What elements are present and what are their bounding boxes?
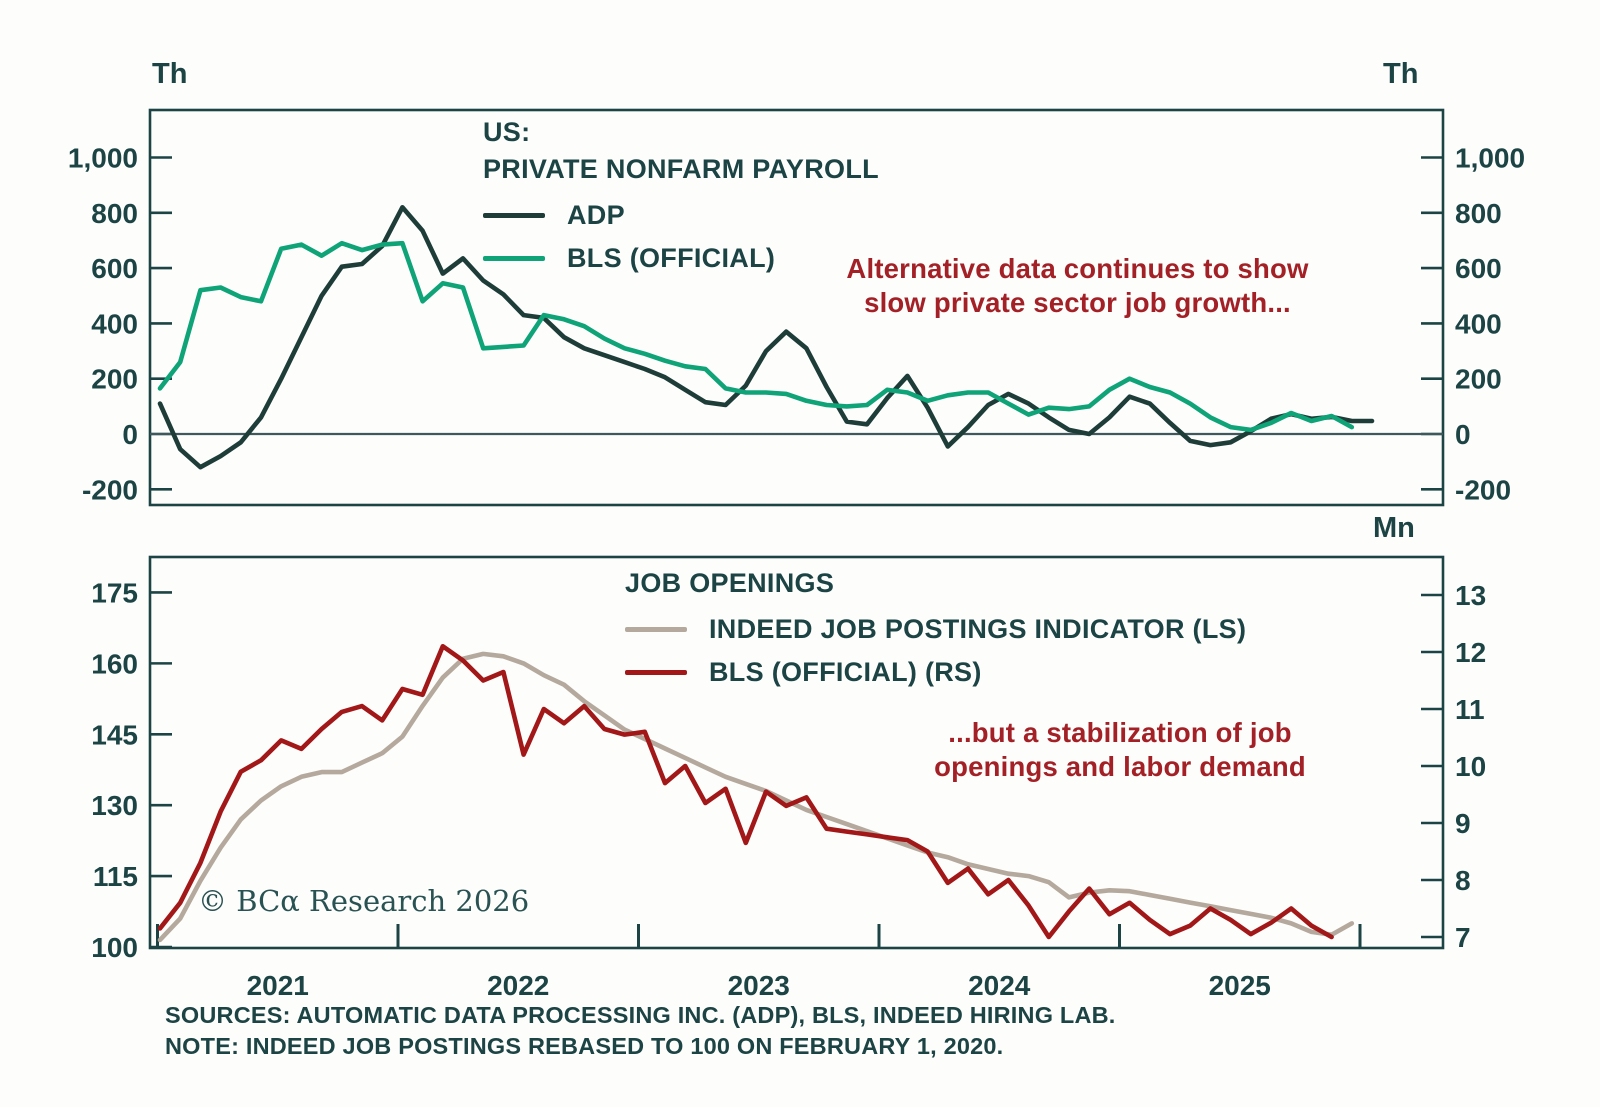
footer-sources: SOURCES: AUTOMATIC DATA PROCESSING INC. … <box>165 1002 1116 1028</box>
top-right-tick-label: -200 <box>1455 474 1511 505</box>
top-right-unit-label: Th <box>1383 58 1419 90</box>
bls-openings-line-swatch <box>625 670 687 675</box>
x-axis-year-label: 2025 <box>1209 970 1271 1001</box>
top-chart-title-line1: US: <box>483 117 531 147</box>
bls-payroll-line <box>157 240 1355 433</box>
legend-label-bls-payroll: BLS (OFFICIAL) <box>567 243 776 273</box>
adp-line <box>157 205 1375 470</box>
bls-payroll-line-swatch <box>483 256 545 261</box>
bottom-left-tick-label: 100 <box>91 932 138 963</box>
bottom-left-tick-label: 145 <box>91 719 138 750</box>
top-left-tick-label: 800 <box>91 198 138 229</box>
bottom-left-tick-label: 160 <box>91 648 138 679</box>
top-left-tick-label: -200 <box>82 474 138 505</box>
bottom-left-tick-label: 175 <box>91 577 138 608</box>
legend-item-bls-payroll: BLS (OFFICIAL) <box>483 243 879 274</box>
top-right-tick-label: 400 <box>1455 308 1502 339</box>
top-right-tick-label: 600 <box>1455 253 1502 284</box>
x-axis-year-label: 2024 <box>968 970 1031 1001</box>
top-left-tick-label: 1,000 <box>68 143 138 174</box>
bottom-legend: JOB OPENINGS INDEED JOB POSTINGS INDICAT… <box>625 565 1246 688</box>
bottom-annotation: ...but a stabilization of job openings a… <box>880 716 1360 784</box>
top-legend: US: PRIVATE NONFARM PAYROLL ADP BLS (OFF… <box>483 114 879 274</box>
top-left-unit-label: Th <box>152 58 188 90</box>
legend-item-indeed: INDEED JOB POSTINGS INDICATOR (LS) <box>625 614 1246 645</box>
bls-openings-line <box>157 643 1334 940</box>
bottom-panel-frame <box>148 555 1445 950</box>
top-chart-title-line2: PRIVATE NONFARM PAYROLL <box>483 154 879 184</box>
top-left-tick-label: 600 <box>91 253 138 284</box>
x-axis-year-label: 2022 <box>487 970 549 1001</box>
footer: SOURCES: AUTOMATIC DATA PROCESSING INC. … <box>165 1000 1116 1062</box>
top-annotation-line1: Alternative data continues to show <box>846 253 1309 284</box>
bottom-chart-title: JOB OPENINGS <box>625 568 835 598</box>
bottom-right-tick-label: 10 <box>1455 751 1486 782</box>
bottom-right-tick-label: 8 <box>1455 865 1471 896</box>
legend-label-adp: ADP <box>567 200 625 230</box>
legend-item-adp: ADP <box>483 200 879 231</box>
bottom-right-tick-label: 9 <box>1455 808 1471 839</box>
bottom-right-tick-label: 13 <box>1455 580 1486 611</box>
top-annotation-line2: slow private sector job growth... <box>864 287 1291 318</box>
bottom-annotation-line1: ...but a stabilization of job <box>948 717 1292 748</box>
top-right-tick-label: 800 <box>1455 198 1502 229</box>
top-right-tick-label: 200 <box>1455 364 1502 395</box>
indeed-line-swatch <box>625 627 687 632</box>
bottom-right-tick-label: 12 <box>1455 637 1486 668</box>
top-right-tick-label: 0 <box>1455 419 1471 450</box>
top-left-tick-label: 400 <box>91 308 138 339</box>
top-panel-frame <box>148 108 1445 507</box>
bottom-right-tick-label: 7 <box>1455 922 1471 953</box>
legend-label-indeed: INDEED JOB POSTINGS INDICATOR (LS) <box>709 614 1247 644</box>
top-right-tick-label: 1,000 <box>1455 143 1525 174</box>
top-left-tick-label: 0 <box>122 419 138 450</box>
x-axis-year-label: 2021 <box>247 970 309 1001</box>
copyright-branding: © BCα Research 2026 <box>198 884 530 918</box>
indeed-postings-line <box>157 651 1355 943</box>
bottom-right-tick-label: 11 <box>1455 694 1485 725</box>
legend-label-bls-openings: BLS (OFFICIAL) (RS) <box>709 657 982 687</box>
bottom-right-unit-label: Mn <box>1373 512 1415 544</box>
top-annotation: Alternative data continues to show slow … <box>820 252 1335 320</box>
top-left-tick-label: 200 <box>91 364 138 395</box>
bottom-left-tick-label: 130 <box>91 790 138 821</box>
bottom-left-tick-label: 115 <box>93 861 138 892</box>
bottom-annotation-line2: openings and labor demand <box>934 751 1306 782</box>
legend-item-bls-openings: BLS (OFFICIAL) (RS) <box>625 657 1246 688</box>
x-axis-year-label: 2023 <box>728 970 790 1001</box>
adp-line-swatch <box>483 213 545 218</box>
footer-note: NOTE: INDEED JOB POSTINGS REBASED TO 100… <box>165 1033 1004 1059</box>
